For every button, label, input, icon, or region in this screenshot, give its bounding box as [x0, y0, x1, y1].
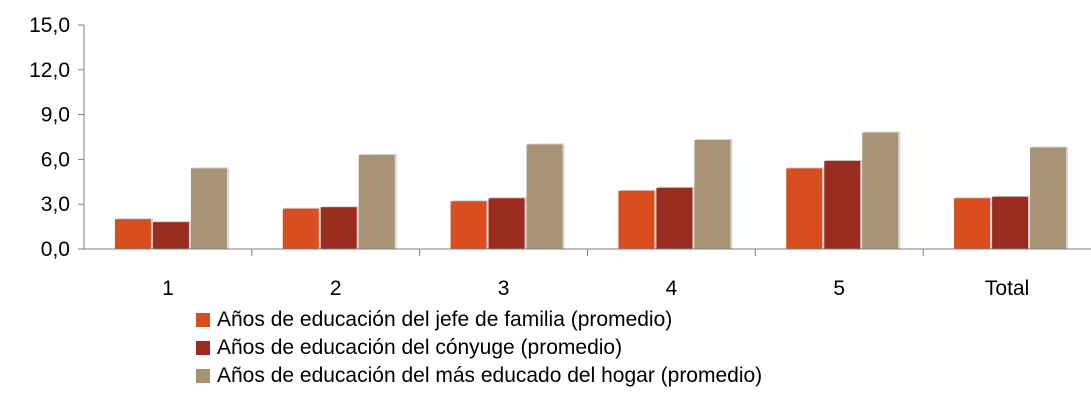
y-tick-label: 0,0 [41, 238, 70, 261]
x-tick-label: 2 [330, 277, 342, 300]
bar [954, 198, 991, 249]
bar [786, 168, 823, 249]
bar [320, 207, 357, 249]
bar [618, 190, 655, 249]
y-tick-label: 3,0 [41, 193, 70, 216]
bar [488, 198, 525, 249]
y-tick-label: 9,0 [41, 104, 70, 127]
bar [190, 168, 227, 249]
legend-item-jefe: Años de educación del jefe de familia (p… [196, 306, 762, 334]
bar [1030, 147, 1067, 249]
legend-swatch-jefe [196, 313, 210, 327]
bar [526, 144, 563, 249]
x-tick-label: 3 [498, 277, 510, 300]
legend-label-mas-educado: Años de educación del más educado del ho… [217, 364, 763, 387]
x-tick-label: 4 [666, 277, 678, 300]
bar [824, 160, 861, 249]
x-tick-label: 1 [162, 277, 174, 300]
bar [282, 208, 319, 249]
bar [694, 139, 731, 249]
x-tick-label: 5 [833, 277, 845, 300]
x-tick-label: Total [985, 277, 1029, 300]
bar [152, 222, 189, 249]
bar-chart: 0,0 3,0 6,0 9,0 12,0 15,0 1 2 3 4 5 Total [29, 14, 1091, 300]
legend-label-conyuge: Años de educación del cónyuge (promedio) [217, 336, 623, 359]
y-tick-label: 6,0 [41, 148, 70, 171]
y-axis: 0,0 3,0 6,0 9,0 12,0 15,0 [29, 14, 85, 261]
x-axis: 1 2 3 4 5 Total [84, 248, 1091, 300]
legend-swatch-mas-educado [196, 369, 210, 383]
bar [114, 219, 151, 249]
bars-group [114, 131, 1069, 249]
bar [358, 154, 395, 249]
bar [656, 187, 693, 249]
y-tick-label: 12,0 [29, 59, 70, 82]
y-tick-label: 15,0 [29, 14, 70, 37]
bar [992, 196, 1029, 249]
legend: Años de educación del jefe de familia (p… [196, 306, 762, 390]
bar [450, 201, 487, 249]
legend-item-conyuge: Años de educación del cónyuge (promedio) [196, 334, 762, 362]
legend-item-mas-educado: Años de educación del más educado del ho… [196, 362, 762, 390]
legend-label-jefe: Años de educación del jefe de familia (p… [217, 308, 673, 331]
legend-swatch-conyuge [196, 341, 210, 355]
bar [862, 132, 899, 249]
